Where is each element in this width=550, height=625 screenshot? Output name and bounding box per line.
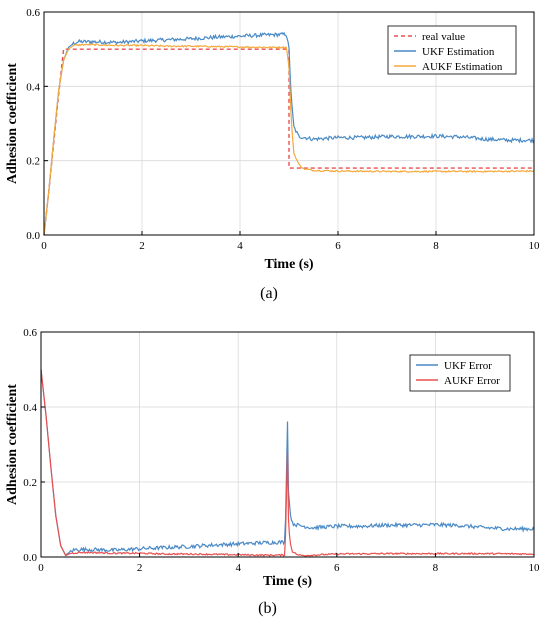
x-tick-label: 10 — [529, 240, 541, 252]
legend-label: real value — [422, 31, 465, 43]
x-tick-label: 6 — [335, 240, 341, 252]
x-tick-label: 4 — [235, 562, 241, 574]
panel-label: (a) — [260, 285, 278, 302]
y-tick-label: 0.2 — [26, 156, 40, 168]
x-tick-label: 6 — [334, 562, 340, 574]
x-axis-title: Time (s) — [264, 257, 313, 272]
legend: real value UKF Estimation AUKF Estimation — [387, 25, 517, 75]
legend-label: UKF Estimation — [422, 46, 495, 58]
legend: UKF Error AUKF Error — [409, 354, 511, 392]
y-tick-label: 0.4 — [23, 402, 37, 414]
panel-label: (b) — [258, 600, 277, 617]
x-axis-title: Time (s) — [263, 574, 312, 589]
x-tick-label: 8 — [433, 240, 439, 252]
x-tick-label: 0 — [41, 240, 47, 252]
legend-label: AUKF Error — [444, 375, 500, 387]
series-line — [40, 369, 535, 557]
x-tick-label: 4 — [237, 240, 243, 252]
x-tick-label: 2 — [137, 562, 143, 574]
y-tick-label: 0.6 — [26, 7, 40, 19]
y-axis-title: Adhesion coefficient — [5, 384, 20, 505]
y-tick-label: 0.2 — [23, 477, 37, 489]
plot-frame — [40, 331, 535, 558]
chart-panel: 0 2 4 6 8 10 0.0 0.2 0.4 0.6 Time (s) Adhesion coef… — [5, 7, 540, 302]
legend-box — [409, 354, 511, 392]
legend-label: AUKF Estimation — [422, 61, 503, 73]
x-tick-label: 0 — [38, 562, 44, 574]
x-tick-label: 10 — [529, 562, 541, 574]
x-tick-label: 2 — [139, 240, 145, 252]
y-tick-label: 0.4 — [26, 81, 40, 93]
series-line — [43, 43, 535, 236]
series-line — [43, 31, 535, 236]
y-tick-label: 0.0 — [23, 552, 37, 564]
y-axis-title: Adhesion coefficient — [5, 63, 20, 184]
y-tick-label: 0.0 — [26, 230, 40, 242]
plot-frame — [43, 11, 535, 236]
chart-panel: 0 2 4 6 8 10 0.0 0.2 0.4 0.6 Time (s) Adhesion coef… — [5, 327, 540, 617]
x-tick-label: 8 — [433, 562, 439, 574]
y-tick-label: 0.6 — [23, 327, 37, 339]
series-line — [40, 369, 535, 557]
legend-label: UKF Error — [444, 360, 492, 372]
